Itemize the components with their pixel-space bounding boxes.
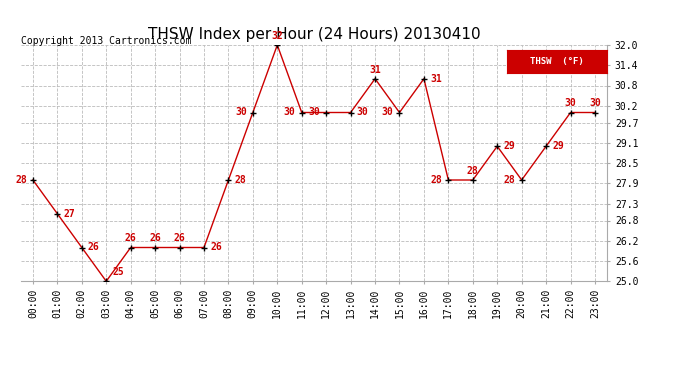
Text: 30: 30: [284, 108, 295, 117]
Text: 30: 30: [382, 108, 393, 117]
Text: 28: 28: [431, 175, 442, 185]
Text: 29: 29: [552, 141, 564, 151]
Text: 30: 30: [564, 99, 576, 108]
Text: 31: 31: [369, 65, 381, 75]
Text: 26: 26: [88, 243, 99, 252]
Text: 27: 27: [63, 209, 75, 219]
Text: 26: 26: [210, 243, 222, 252]
Text: 31: 31: [430, 74, 442, 84]
Text: 28: 28: [235, 175, 246, 185]
Text: Copyright 2013 Cartronics.com: Copyright 2013 Cartronics.com: [21, 36, 191, 46]
Text: 26: 26: [174, 234, 186, 243]
Text: 28: 28: [15, 175, 27, 185]
Text: 26: 26: [149, 234, 161, 243]
Text: 28: 28: [467, 166, 479, 176]
Text: 30: 30: [357, 108, 368, 117]
Text: 30: 30: [308, 108, 320, 117]
Text: 28: 28: [504, 175, 515, 185]
Text: 32: 32: [271, 31, 283, 41]
Text: 30: 30: [235, 108, 247, 117]
Text: 29: 29: [503, 141, 515, 151]
Title: THSW Index per Hour (24 Hours) 20130410: THSW Index per Hour (24 Hours) 20130410: [148, 27, 480, 42]
Text: 25: 25: [112, 267, 124, 277]
Text: 30: 30: [589, 99, 601, 108]
Text: 26: 26: [125, 234, 137, 243]
